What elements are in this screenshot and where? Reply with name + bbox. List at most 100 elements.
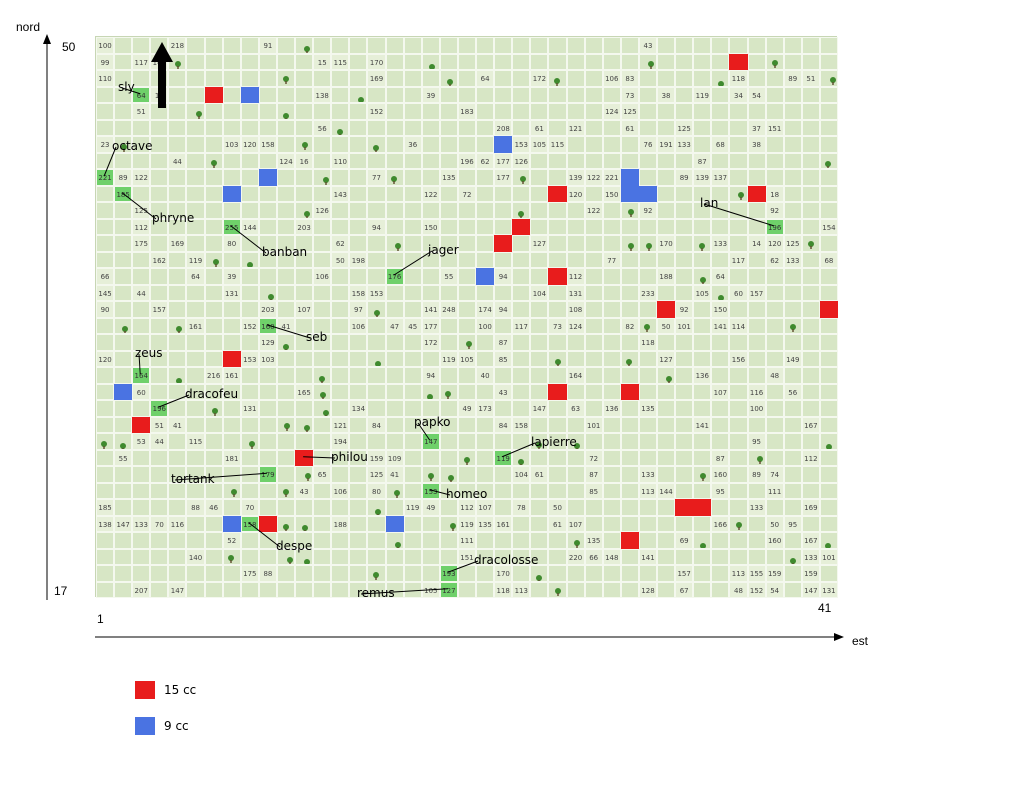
map-cell: 122 — [421, 185, 440, 202]
map-cell — [204, 202, 223, 219]
map-cell — [476, 433, 495, 450]
cell-number: 131 — [822, 586, 836, 595]
cell-number: 107 — [713, 388, 728, 397]
map-cell — [512, 334, 531, 351]
map-cell — [457, 86, 477, 103]
map-cell — [313, 433, 332, 450]
cell-number: 119 — [460, 520, 474, 529]
cell-number: 110 — [333, 157, 347, 166]
cell-number: 95 — [752, 438, 761, 446]
map-cell — [132, 400, 151, 417]
map-cell — [168, 482, 187, 499]
cell-number: 115 — [550, 141, 565, 149]
map-cell — [168, 268, 187, 285]
map-cell — [114, 499, 133, 516]
cell-number: 95 — [788, 520, 798, 529]
map-cell — [313, 548, 332, 565]
map-cell: 125 — [132, 202, 151, 219]
tree-icon — [246, 260, 254, 268]
cell-number: 101 — [822, 553, 836, 562]
map-cell: 161 — [222, 367, 241, 384]
map-cell: 44 — [150, 433, 169, 450]
map-cell — [494, 548, 513, 565]
map-cell — [494, 86, 513, 103]
cell-number: 80 — [227, 240, 237, 248]
map-cell: 170 — [657, 235, 676, 252]
map-cell — [675, 103, 694, 120]
map-cell — [801, 235, 820, 252]
map-cell: 133 — [638, 466, 658, 483]
map-cell — [168, 548, 187, 565]
map-cell — [566, 202, 585, 219]
map-cell: 131 — [819, 581, 838, 598]
map-cell — [150, 449, 169, 466]
tree-icon — [390, 174, 398, 184]
cell-number: 233 — [641, 289, 655, 298]
cell-number: 115 — [188, 438, 203, 446]
cell-number: 94 — [498, 273, 508, 281]
player-label-tortank: tortank — [171, 472, 215, 486]
map-cell: 107 — [566, 515, 585, 532]
map-cell — [476, 53, 495, 70]
cell-number: 122 — [424, 190, 438, 199]
map-cell — [729, 449, 748, 466]
map-cell — [819, 482, 838, 499]
map-cell — [349, 482, 368, 499]
map-cell — [385, 499, 404, 516]
cell-number: 103 — [261, 355, 275, 364]
map-cell — [258, 268, 277, 285]
map-cell — [548, 235, 567, 252]
map-cell — [96, 86, 115, 103]
map-cell — [313, 103, 332, 120]
map-cell — [331, 169, 350, 186]
map-cell: 44 — [132, 284, 151, 301]
map-cell: 177 — [421, 317, 440, 334]
map-cell — [494, 466, 513, 483]
tree-icon — [698, 241, 706, 251]
red-cell — [295, 449, 314, 466]
map-cell — [620, 53, 639, 70]
cell-number: 118 — [641, 339, 655, 347]
cell-number: 106 — [605, 75, 619, 83]
map-cell — [204, 400, 223, 417]
map-cell — [548, 284, 567, 301]
map-cell — [548, 103, 567, 120]
map-cell — [711, 284, 730, 301]
map-cell — [403, 218, 422, 235]
map-cell — [295, 136, 314, 153]
map-cell — [638, 532, 658, 549]
map-cell — [385, 251, 404, 268]
cell-number: 53 — [136, 438, 146, 446]
player-label-jager: jager — [428, 243, 459, 257]
map-cell — [457, 218, 477, 235]
map-cell — [96, 235, 115, 252]
map-cell — [385, 383, 404, 400]
map-cell — [494, 367, 513, 384]
map-cell — [711, 86, 730, 103]
map-cell — [421, 284, 440, 301]
map-cell — [783, 400, 802, 417]
map-cell: 100 — [476, 317, 495, 334]
map-cell — [693, 136, 712, 153]
map-cell — [620, 565, 639, 582]
map-cell — [439, 400, 458, 417]
map-cell — [258, 548, 277, 565]
map-cell — [711, 251, 730, 268]
cell-number: 49 — [462, 405, 472, 413]
map-cell — [602, 416, 621, 433]
map-cell — [602, 499, 621, 516]
map-cell — [819, 185, 838, 202]
map-cell — [783, 317, 802, 334]
tree-icon — [119, 441, 127, 449]
map-cell — [258, 86, 277, 103]
cell-number: 63 — [571, 405, 581, 413]
map-cell — [367, 202, 386, 219]
map-cell — [168, 185, 187, 202]
map-cell — [693, 400, 712, 417]
tree-icon — [372, 570, 380, 581]
map-cell — [566, 350, 585, 367]
cell-number: 131 — [243, 405, 257, 413]
map-cell — [168, 334, 187, 351]
map-cell — [132, 152, 151, 169]
cell-number: 153 — [514, 141, 528, 149]
